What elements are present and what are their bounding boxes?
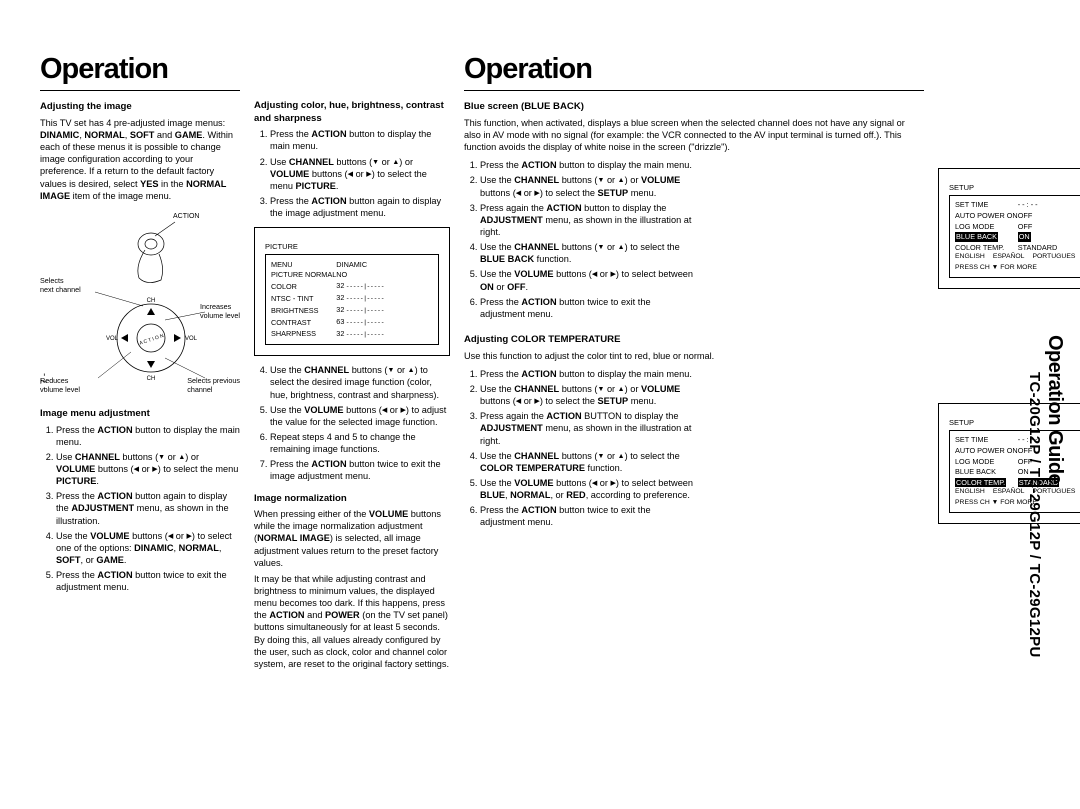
heading-operation-1: Operation — [40, 50, 240, 88]
subhead-image-norm: Image normalization — [254, 493, 450, 506]
sidebar: Operation Guide TC-20G12P / TC-29G12P / … — [1040, 50, 1066, 770]
steps-image-menu-adj: Press the ACTION button to display the m… — [40, 424, 240, 594]
sidebar-models: TC-20G12P / TC-29G12P / TC-29G12PU — [1026, 372, 1043, 658]
step: Press the ACTION button to display the m… — [480, 159, 694, 171]
subhead-blue-back: Blue screen (BLUE BACK) — [464, 101, 924, 114]
step: Use the CHANNEL buttons (▼ or ▲) to sele… — [480, 450, 694, 474]
lbl-selects-next: Selectsnext channel — [40, 276, 81, 295]
column-1: Operation Adjusting the image This TV se… — [40, 50, 246, 789]
steps-adj-color-a: Press the ACTION button to display the m… — [254, 128, 450, 219]
heading-operation-2: Operation — [464, 50, 924, 88]
svg-text:VOL: VOL — [185, 336, 198, 342]
step: Use the VOLUME buttons (◀ or ▶) to selec… — [56, 530, 240, 566]
step: Use CHANNEL buttons (▼ or ▲) or VOLUME b… — [56, 451, 240, 487]
lbl-selects-prev: Selects previouschannel — [187, 376, 240, 395]
step: Press the ACTION button twice to exit th… — [56, 569, 240, 593]
svg-text:A C T I O N: A C T I O N — [139, 333, 165, 347]
step: Press the ACTION button again to display… — [270, 195, 450, 219]
step: Press the ACTION button again to display… — [56, 490, 240, 526]
remote-svg: ACTION A C T I O N CH CH VOL VOL — [95, 208, 215, 393]
step: Press again the ACTION button to display… — [480, 202, 694, 238]
column-3: Operation Blue screen (BLUE BACK) This f… — [464, 50, 930, 789]
step: Press the ACTION button twice to exit th… — [480, 296, 694, 320]
step: Press the ACTION button to display the m… — [56, 424, 240, 448]
step: Use CHANNEL buttons (▼ or ▲) or VOLUME b… — [270, 156, 450, 192]
para-blue-back: This function, when activated, displays … — [464, 117, 924, 153]
divider — [464, 90, 924, 91]
step: Press the ACTION button twice to exit th… — [270, 458, 450, 482]
step: Repeat steps 4 and 5 to change the remai… — [270, 431, 450, 455]
para-image-norm-2: It may be that while adjusting contrast … — [254, 573, 450, 670]
osd-picture: PICTURE MENUDINAMICPICTURE NORMALNOCOLOR… — [254, 227, 450, 356]
svg-text:VOL: VOL — [106, 336, 119, 342]
subhead-image-menu-adj: Image menu adjustment — [40, 408, 240, 421]
steps-blue-back: Press the ACTION button to display the m… — [464, 159, 694, 320]
sidebar-title: Operation Guide — [1043, 335, 1066, 484]
page-number: - 7 - — [39, 373, 50, 390]
step: Use the CHANNEL buttons (▼ or ▲) to sele… — [480, 241, 694, 265]
step: Press again the ACTION BUTTON to display… — [480, 410, 694, 446]
steps-adj-color-b: Use the CHANNEL buttons (▼ or ▲) to sele… — [254, 364, 450, 482]
step: Use the CHANNEL buttons (▼ or ▲) or VOLU… — [480, 383, 694, 407]
para-image-norm-1: When pressing either of the VOLUME butto… — [254, 508, 450, 569]
lbl-increases: Increasesvolume level — [200, 302, 240, 321]
manual-page: Operation Adjusting the image This TV se… — [0, 0, 1080, 809]
svg-text:ACTION: ACTION — [173, 213, 199, 220]
step: Press the ACTION button to display the m… — [270, 128, 450, 152]
svg-text:CH: CH — [147, 298, 156, 304]
step: Press the ACTION button twice to exit th… — [480, 504, 694, 528]
para-adjusting-image: This TV set has 4 pre-adjusted image men… — [40, 117, 240, 202]
step: Use the CHANNEL buttons (▼ or ▲) to sele… — [270, 364, 450, 400]
para-color-temp: Use this function to adjust the color ti… — [464, 350, 924, 362]
step: Press the ACTION button to display the m… — [480, 368, 694, 380]
steps-color-temp: Press the ACTION button to display the m… — [464, 368, 694, 529]
subhead-adj-color: Adjusting color, hue, brightness, contra… — [254, 100, 450, 125]
column-2: Adjusting color, hue, brightness, contra… — [254, 50, 456, 789]
step: Use the VOLUME buttons (◀ or ▶) to adjus… — [270, 404, 450, 428]
remote-diagram: ACTION A C T I O N CH CH VOL VOL — [40, 208, 240, 398]
subhead-adjusting-image: Adjusting the image — [40, 101, 240, 114]
step: Use the VOLUME buttons (◀ or ▶) to selec… — [480, 477, 694, 501]
subhead-color-temp: Adjusting COLOR TEMPERATURE — [464, 334, 924, 347]
svg-text:CH: CH — [147, 376, 156, 382]
step: Use the CHANNEL buttons (▼ or ▲) or VOLU… — [480, 174, 694, 198]
divider — [40, 90, 240, 91]
step: Use the VOLUME buttons (◀ or ▶) to selec… — [480, 268, 694, 292]
